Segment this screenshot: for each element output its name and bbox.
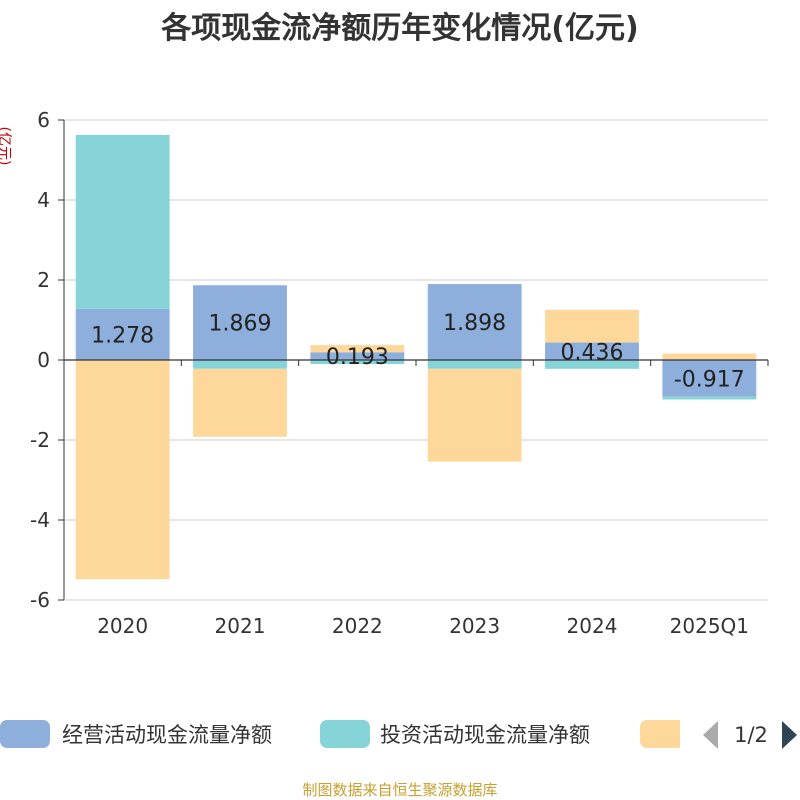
legend-swatch[interactable] [320,720,370,748]
bar-2025Q1-series-1[interactable] [662,360,757,397]
bar-2021-series-3[interactable] [193,368,287,437]
legend-swatch[interactable] [640,720,690,748]
y-tick-label: 2 [37,268,50,292]
legend-label[interactable]: 投资活动现金流量净额 [380,723,590,747]
x-tick-label: 2022 [332,614,383,638]
x-tick-label: 2021 [215,614,266,638]
bar-2022-series-1[interactable] [310,352,405,360]
x-tick-label: 2025Q1 [670,614,749,638]
chart-title: 各项现金流净额历年变化情况(亿元) [160,11,638,46]
axes: 6 4 2 0 -2 -4 -6 2020 2021 2022 2023 2024 2025Q1 [30,108,769,638]
legend-label[interactable]: 经营活动现金流量净额 [62,723,272,747]
chevron-left-icon[interactable] [703,721,718,749]
bar-2020-series-3[interactable] [75,360,170,580]
chevron-right-icon[interactable] [782,721,797,749]
bar-2023-series-2[interactable] [427,360,522,369]
x-tick-label: 2020 [97,614,148,638]
y-tick-label: 6 [37,108,50,132]
bar-labels: 1.278 1.869 0.193 1.898 0.436 -0.917 [91,311,745,392]
bar-2024-series-2[interactable] [545,360,639,369]
data-label: 0.193 [326,345,389,370]
bar-2025Q1-series-3[interactable] [662,353,757,360]
bar-2024-series-1[interactable] [545,342,639,360]
legend-page-indicator: 1/2 [734,723,768,747]
bar-2023-series-1[interactable] [427,284,522,360]
data-label: 1.278 [91,323,154,348]
legend-swatch[interactable] [0,720,50,748]
bar-2022-series-2[interactable] [310,360,405,364]
y-tick-label: -4 [30,508,50,532]
y-tick-label: -6 [30,588,50,612]
bar-2020-series-2[interactable] [75,134,170,309]
bar-2023-series-3[interactable] [427,368,522,462]
data-label: 1.869 [209,312,272,337]
legend-pager-background [680,718,800,750]
data-label: 1.898 [443,311,506,336]
bar-2021-series-1[interactable] [193,285,287,360]
bar-2022-series-3[interactable] [310,345,405,353]
x-tick-label: 2023 [449,614,500,638]
bar-2020-series-1[interactable] [75,308,170,360]
bar-2024-series-3[interactable] [545,309,639,343]
y-tick-label: 0 [37,348,50,372]
legend: 经营活动现金流量净额 投资活动现金流量净额 1/2 [0,718,800,750]
bar-2025Q1-series-2[interactable] [662,396,757,400]
footer-source: 制图数据来自恒生聚源数据库 [302,781,497,799]
x-tick-label: 2024 [567,614,618,638]
data-label: 0.436 [561,340,624,365]
y-axis-label: (亿元) [0,127,12,166]
data-label: -0.917 [674,367,745,392]
y-tick-label: -2 [30,428,50,452]
bar-2021-series-2[interactable] [193,360,287,369]
y-tick-label: 4 [37,188,50,212]
bars [75,134,757,580]
